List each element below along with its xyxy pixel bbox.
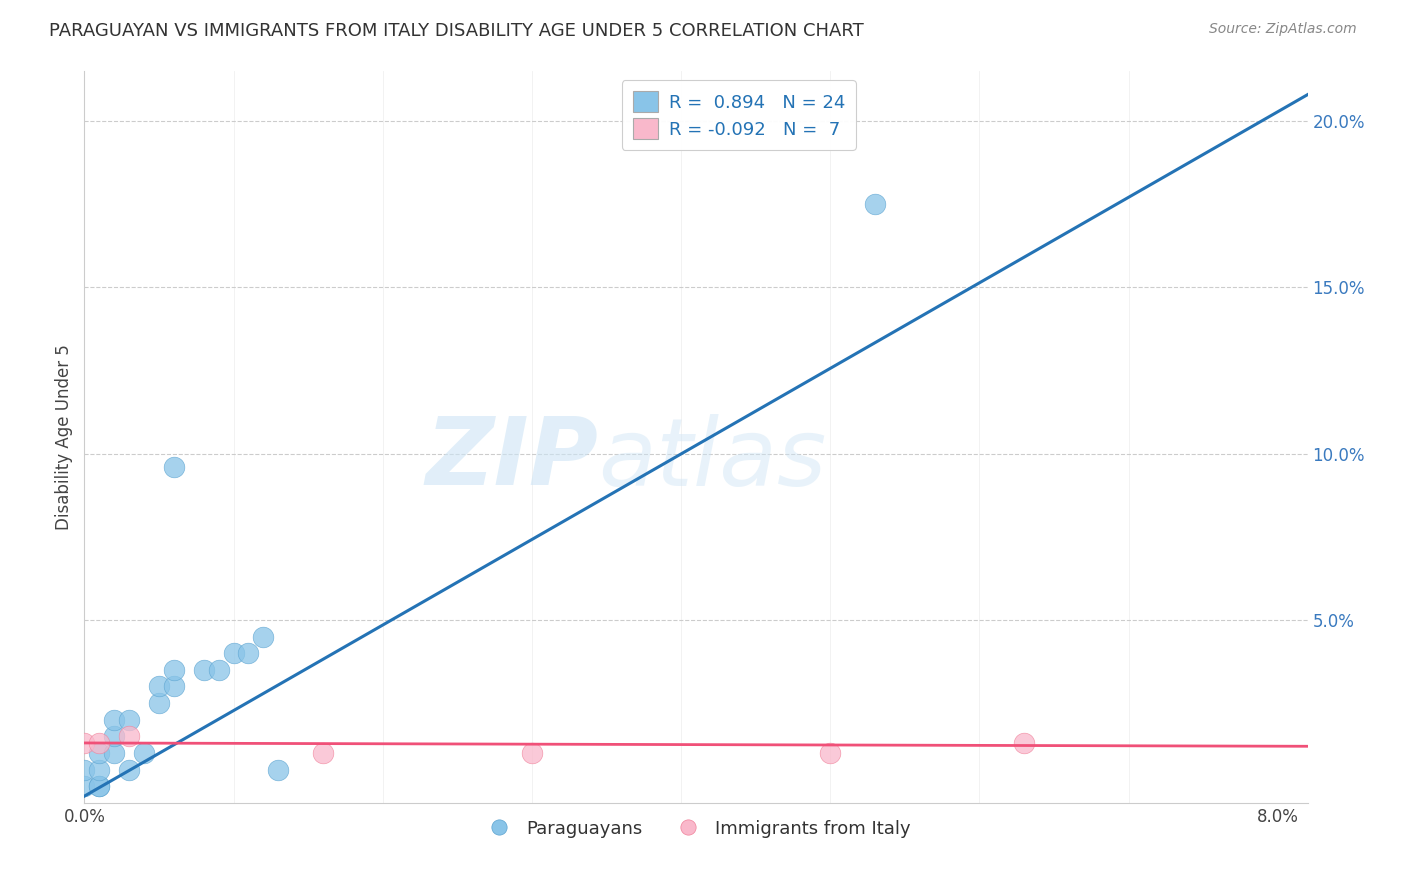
- Point: [267, 763, 290, 777]
- Point: [118, 763, 141, 777]
- Point: [1012, 736, 1035, 750]
- Point: [163, 663, 186, 677]
- Point: [222, 646, 245, 660]
- Point: [89, 736, 111, 750]
- Point: [163, 680, 186, 694]
- Point: [89, 779, 111, 793]
- Point: [132, 746, 155, 760]
- Text: Source: ZipAtlas.com: Source: ZipAtlas.com: [1209, 22, 1357, 37]
- Point: [73, 779, 96, 793]
- Point: [163, 460, 186, 475]
- Point: [193, 663, 215, 677]
- Point: [73, 736, 96, 750]
- Point: [148, 696, 170, 710]
- Point: [89, 779, 111, 793]
- Point: [89, 746, 111, 760]
- Point: [103, 746, 125, 760]
- Point: [818, 746, 841, 760]
- Legend: Paraguayans, Immigrants from Italy: Paraguayans, Immigrants from Italy: [474, 813, 918, 845]
- Point: [148, 680, 170, 694]
- Point: [103, 713, 125, 727]
- Point: [118, 729, 141, 743]
- Point: [89, 763, 111, 777]
- Point: [118, 713, 141, 727]
- Point: [207, 663, 229, 677]
- Text: ZIP: ZIP: [425, 413, 598, 505]
- Text: atlas: atlas: [598, 414, 827, 505]
- Y-axis label: Disability Age Under 5: Disability Age Under 5: [55, 344, 73, 530]
- Point: [73, 763, 96, 777]
- Point: [238, 646, 260, 660]
- Point: [312, 746, 335, 760]
- Point: [863, 197, 886, 211]
- Point: [252, 630, 274, 644]
- Point: [520, 746, 543, 760]
- Point: [103, 729, 125, 743]
- Text: PARAGUAYAN VS IMMIGRANTS FROM ITALY DISABILITY AGE UNDER 5 CORRELATION CHART: PARAGUAYAN VS IMMIGRANTS FROM ITALY DISA…: [49, 22, 863, 40]
